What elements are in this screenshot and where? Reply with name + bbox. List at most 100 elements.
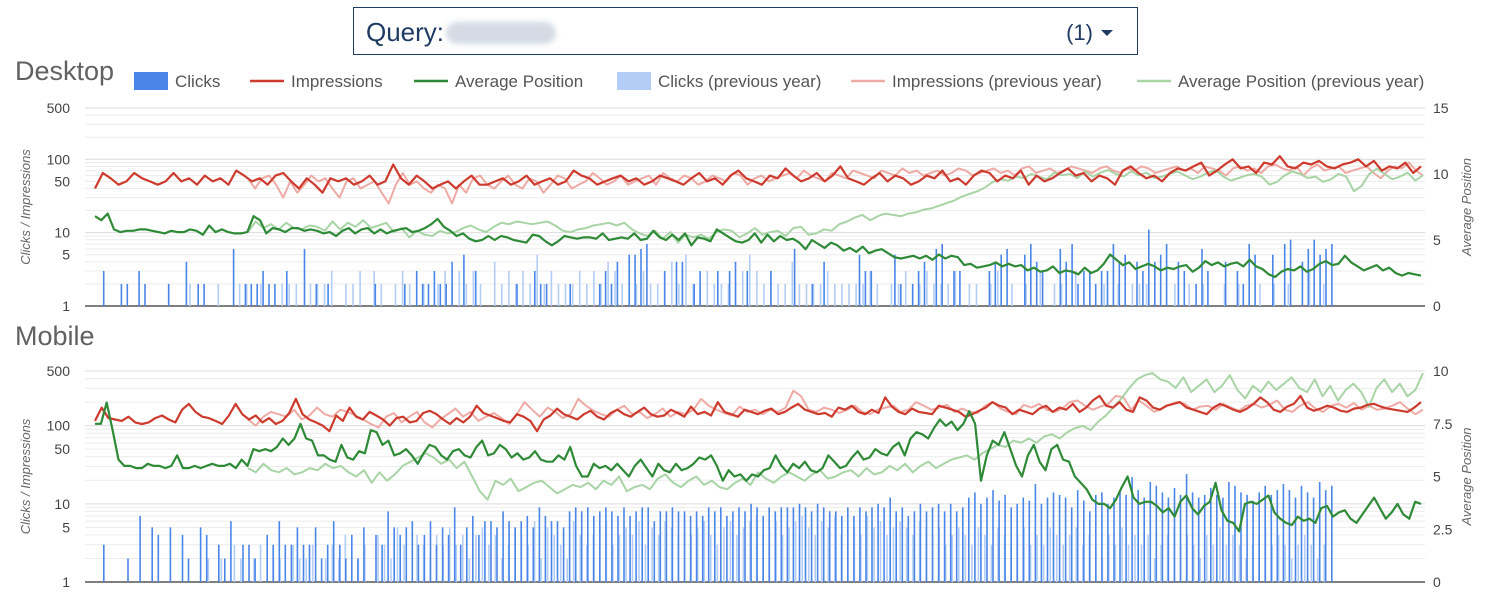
mobile-clicks-bar <box>302 544 305 582</box>
mobile-clicks-bar <box>841 515 843 582</box>
desktop-clicks-previous-year-bar <box>855 283 857 306</box>
desktop-clicks-previous-year-bar <box>834 283 836 306</box>
mobile-clicks-previous-year-bar <box>559 544 562 582</box>
mobile-clicks-bar <box>949 503 952 582</box>
desktop-clicks-bar <box>699 271 701 306</box>
mobile-clicks-bar <box>1089 511 1091 582</box>
desktop-ylabel: Clicks / Impressions <box>18 149 33 265</box>
mobile-clicks-previous-year-bar <box>488 544 490 582</box>
mobile-clicks-previous-year-bar <box>1277 534 1280 582</box>
mobile-clicks-bar <box>611 511 613 582</box>
desktop-clicks-previous-year-bar <box>550 271 553 306</box>
mobile-y2label: Average Position <box>1459 427 1474 526</box>
desktop-clicks-previous-year-bar <box>798 283 801 306</box>
desktop-clicks-bar <box>953 271 955 306</box>
mobile-clicks-bar <box>671 507 674 582</box>
desktop-clicks-bar <box>770 271 772 306</box>
desktop-clicks-previous-year-bar <box>437 283 439 306</box>
mobile-clicks-previous-year-bar <box>533 521 536 582</box>
desktop-clicks-bar <box>445 283 447 306</box>
desktop-clicks-bar <box>1089 271 1091 306</box>
mobile-clicks-previous-year-bar <box>1068 534 1071 582</box>
desktop-clicks-previous-year-bar <box>841 283 843 306</box>
mobile-clicks-previous-year-bar <box>481 527 484 582</box>
desktop-clicks-bar <box>404 283 406 306</box>
mobile-clicks-bar <box>411 521 414 582</box>
mobile-clicks-previous-year-bar <box>944 544 947 582</box>
mobile-clicks-bar <box>1113 497 1115 582</box>
mobile-clicks-bar <box>1318 482 1321 582</box>
mobile-clicks-bar <box>447 534 450 582</box>
mobile-clicks-previous-year-bar <box>383 544 386 582</box>
mobile-clicks-bar <box>919 503 922 582</box>
mobile-clicks-bar <box>859 507 861 582</box>
desktop-clicks-bar <box>126 283 129 306</box>
desktop-y2label: Average Position <box>1459 158 1474 257</box>
mobile-clicks-bar <box>653 521 656 582</box>
query-filter-dropdown[interactable]: Query: (1) <box>353 7 1138 55</box>
mobile-clicks-bar <box>804 507 807 582</box>
mobile-clicks-previous-year-bar <box>455 544 458 582</box>
mobile-clicks-bar <box>1083 500 1085 582</box>
desktop-clicks-bar <box>516 283 518 306</box>
desktop-clicks-previous-year-bar <box>1103 283 1105 306</box>
mobile-clicks-previous-year-bar <box>344 534 347 582</box>
mobile-clicks-bar <box>1312 497 1315 582</box>
desktop-clicks-previous-year-bar <box>345 283 347 306</box>
desktop-clicks-previous-year-bar <box>685 254 687 306</box>
mobile-clicks-previous-year-bar <box>324 558 327 582</box>
desktop-clicks-bar <box>646 244 648 306</box>
caret-down-icon[interactable] <box>1101 30 1113 36</box>
desktop-clicks-bar <box>439 283 442 306</box>
mobile-clicks-bar <box>1143 497 1145 582</box>
mobile-clicks-previous-year-bar <box>703 521 706 582</box>
desktop-clicks-previous-year-bar <box>373 271 375 306</box>
desktop-average-position-line <box>94 212 1422 279</box>
desktop-clicks-previous-year-bar <box>890 283 893 306</box>
mobile-clicks-bar <box>1016 503 1018 582</box>
desktop-clicks-previous-year-bar <box>245 283 248 306</box>
desktop-clicks-bar <box>451 261 453 306</box>
desktop-clicks-previous-year-bar <box>1237 283 1240 306</box>
desktop-clicks-bar <box>463 254 465 306</box>
mobile-clicks-bar <box>701 515 704 582</box>
desktop-clicks-bar <box>634 254 636 306</box>
desktop-clicks-previous-year-bar <box>352 283 354 306</box>
mobile-clicks-previous-year-bar <box>879 521 882 582</box>
mobile-clicks-bar <box>151 527 153 582</box>
mobile-clicks-bar <box>1288 490 1291 582</box>
mobile-clicks-previous-year-bar <box>416 534 418 582</box>
desktop-clicks-bar <box>675 261 678 306</box>
desktop-clicks-bar <box>1094 283 1097 306</box>
mobile-clicks-bar <box>980 503 982 582</box>
desktop-clicks-previous-year-bar <box>1117 283 1119 306</box>
mobile-clicks-bar <box>1095 494 1097 582</box>
desktop-clicks-previous-year-bar <box>323 283 326 306</box>
mobile-clicks-bar <box>272 544 274 582</box>
mobile-clicks-bar <box>780 507 783 582</box>
desktop-clicks-bar <box>1030 244 1032 306</box>
desktop-clicks-bar <box>268 283 270 306</box>
desktop-clicks-bar <box>1136 261 1138 306</box>
desktop-clicks-bar <box>1006 248 1008 306</box>
desktop-clicks-bar <box>256 283 258 306</box>
mobile-clicks-bar <box>871 507 873 582</box>
mobile-clicks-bar <box>1173 487 1176 582</box>
legend-clicks-previous-year-swatch <box>617 72 651 90</box>
desktop-clicks-previous-year-bar <box>501 283 503 306</box>
mobile-clicks-bar <box>544 515 547 582</box>
desktop-clicks-previous-year-bar <box>394 283 397 306</box>
mobile-clicks-bar <box>1240 492 1242 582</box>
desktop-clicks-previous-year-bar <box>295 283 298 306</box>
mobile-clicks-previous-year-bar <box>364 544 366 582</box>
mobile-clicks-bar <box>895 511 897 582</box>
desktop-clicks-bar <box>1177 261 1180 306</box>
query-value-blurred <box>446 22 556 44</box>
mobile-clicks-bar <box>320 558 323 582</box>
desktop-clicks-bar <box>1307 248 1310 306</box>
desktop-clicks-bar <box>262 271 264 306</box>
desktop-clicks-previous-year-bar <box>819 283 822 306</box>
desktop-clicks-bar <box>640 248 642 306</box>
mobile-clicks-previous-year-bar <box>1225 544 1228 582</box>
mobile-clicks-bar <box>798 503 801 582</box>
